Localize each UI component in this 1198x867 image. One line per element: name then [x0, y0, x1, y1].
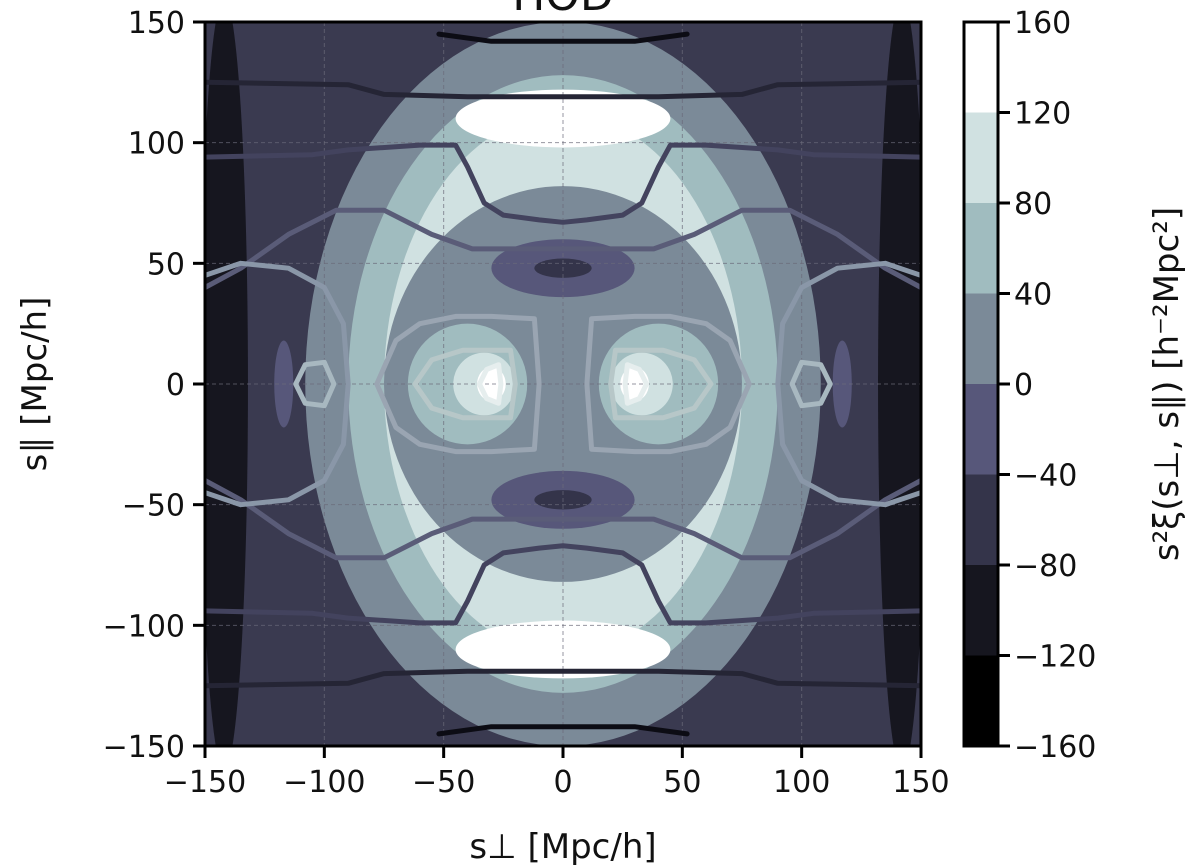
contour-right-outer [584, 313, 752, 455]
colorbar-tick-label: 80 [1014, 187, 1052, 222]
colorbar-band [964, 22, 998, 113]
y-tick-label: 150 [128, 6, 185, 41]
region-peak-top [455, 89, 671, 148]
contour-left-inner [412, 347, 518, 421]
x-tick-label: 50 [663, 765, 701, 800]
colorbar-band [964, 655, 998, 746]
contour-top-4 [205, 207, 921, 290]
contour-right-inner [608, 347, 714, 421]
y-axis: −150 −100 −50 0 50 100 150 [103, 6, 205, 765]
contour-bottom-outer [436, 724, 690, 737]
colorbar-band [964, 112, 998, 203]
region-edge-left [205, 22, 248, 746]
colorbar-band [964, 474, 998, 565]
contour-top-3 [205, 142, 921, 225]
contour-lobe-left [293, 359, 337, 409]
x-axis: −150 −100 −50 0 50 100 150 [164, 746, 950, 800]
contour-right-core [622, 362, 649, 406]
colorbar-tick-label: 120 [1014, 97, 1071, 132]
y-tick-label: 100 [128, 127, 185, 162]
colorbar-tick-label: −160 [1014, 730, 1096, 765]
colorbar-tick-label: −80 [1014, 549, 1077, 584]
x-tick-label: −50 [412, 765, 475, 800]
region-peak-bottom [455, 620, 671, 679]
contour-left-core [477, 362, 504, 406]
colorbar-tick-label: 160 [1014, 6, 1071, 41]
contour-left-outer [374, 313, 542, 455]
contour-bottom-2 [205, 668, 921, 689]
line-contours [205, 31, 921, 737]
y-tick-label: 50 [147, 247, 185, 282]
y-tick-label: 0 [166, 368, 185, 403]
contour-top-2 [205, 79, 921, 100]
colorbar-band [964, 565, 998, 656]
colorbar-tick-label: 0 [1014, 368, 1033, 403]
contour-lobe-right [789, 359, 833, 409]
y-axis-label: s∥ [Mpc/h] [15, 297, 55, 472]
x-tick-label: 100 [773, 765, 830, 800]
plot-area [205, 22, 921, 746]
x-tick-label: 150 [892, 765, 949, 800]
colorbar-band [964, 384, 998, 475]
colorbar-tick-label: 40 [1014, 278, 1052, 313]
colorbar-tick-label: −120 [1014, 640, 1096, 675]
region-edge-right [878, 22, 921, 746]
colorbar-tick-label: −40 [1014, 459, 1077, 494]
colorbar: −160 −120 −80 −40 0 40 80 120 160 [962, 6, 1096, 765]
x-axis-label: s⊥ [Mpc/h] [469, 827, 656, 867]
x-tick-label: 0 [553, 765, 572, 800]
y-tick-label: −100 [103, 609, 185, 644]
x-tick-label: −150 [164, 765, 246, 800]
colorbar-label: s²ξ(s⊥, s∥) [h⁻²Mpc²] [1147, 207, 1187, 561]
colorbar-band [964, 293, 998, 384]
y-tick-label: −150 [103, 730, 185, 765]
chart-title: HOD [512, 0, 614, 21]
contour-bottom-4 [205, 478, 921, 561]
contour-ring-right [775, 260, 921, 508]
colorbar-band [964, 203, 998, 294]
contour-ring-left [205, 260, 351, 508]
x-tick-label: −100 [283, 765, 365, 800]
y-tick-label: −50 [122, 489, 185, 524]
contour-bottom-3 [205, 543, 921, 626]
contour-top-outer [436, 31, 690, 44]
